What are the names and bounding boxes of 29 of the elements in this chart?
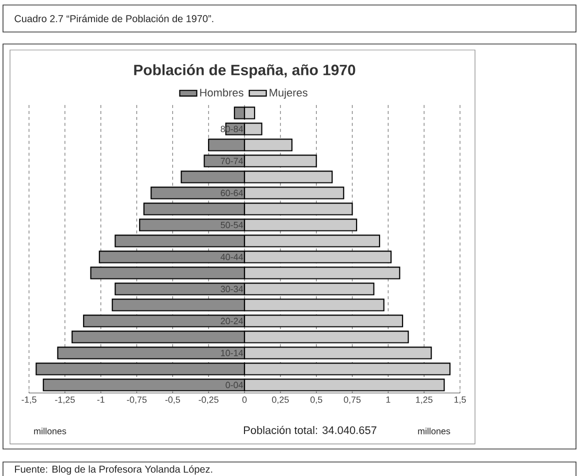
y-tick-label: 70-74 xyxy=(220,158,244,164)
text: millones xyxy=(34,428,66,434)
x-tick-label: 1 xyxy=(386,396,390,403)
x-tick-label: 1,5 xyxy=(454,396,466,404)
x-tick-label: 0,75 xyxy=(344,396,361,404)
x-tick-label: 1,25 xyxy=(416,396,432,404)
text: Población total: 34.040.657 xyxy=(244,426,376,434)
y-tick-label: 10-14 xyxy=(221,350,244,356)
legend-label: Hombres xyxy=(200,88,244,97)
text: millones xyxy=(418,428,450,434)
x-tick-label: -0,5 xyxy=(165,396,180,404)
y-tick-label: 0-04 xyxy=(226,382,244,388)
y-tick-label: 60-64 xyxy=(220,190,244,196)
y-tick-label: 50-54 xyxy=(220,222,244,228)
y-tick-label: 40-44 xyxy=(220,254,244,260)
text: Cuadro 2.7 “Pirámide de Población de 1970”. xyxy=(14,14,214,22)
y-tick-label: 20-24 xyxy=(220,318,244,324)
x-tick-label: -1,25 xyxy=(55,396,75,404)
x-tick-label: 0,5 xyxy=(310,396,322,404)
x-tick-label: -0,75 xyxy=(126,396,147,404)
x-tick-label: -1 xyxy=(97,396,104,403)
chart-title: Población de España, año 1970 xyxy=(134,64,356,78)
y-tick-label: 30-34 xyxy=(220,286,244,292)
x-tick-label: -0,25 xyxy=(198,396,218,404)
x-tick-label: -1,5 xyxy=(22,396,36,404)
x-tick-label: 0,25 xyxy=(272,396,289,404)
legend-label: Mujeres xyxy=(270,88,308,99)
source-note: Fuente: Blog de la Profesora Yolanda López. xyxy=(15,465,212,475)
x-tick-label: 0 xyxy=(242,396,247,403)
